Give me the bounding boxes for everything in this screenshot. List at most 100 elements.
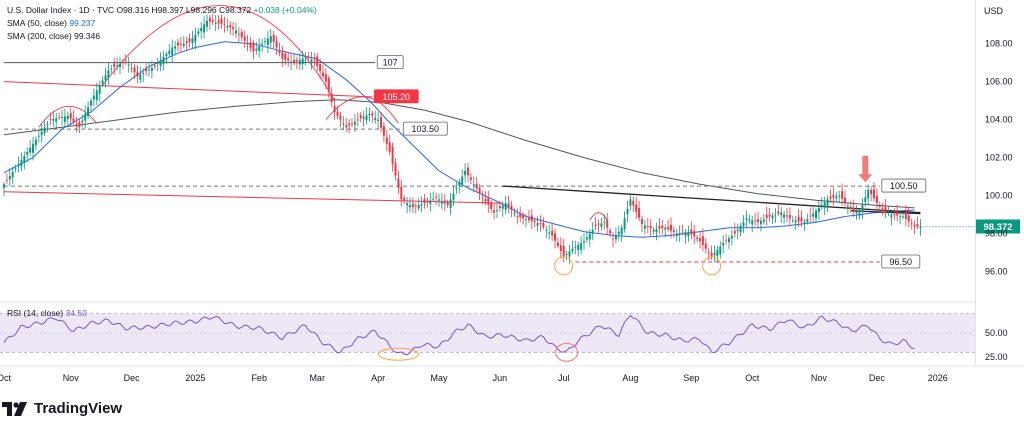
candle-body <box>61 117 63 118</box>
candle-body <box>545 229 548 231</box>
candle-body <box>11 172 14 178</box>
time-tick-label: Mar <box>309 373 325 383</box>
level-label-box <box>881 178 927 193</box>
candle-body <box>40 131 43 136</box>
candle-body <box>336 111 339 116</box>
candle-body <box>641 219 643 225</box>
candle-body <box>278 50 281 54</box>
rsi-band <box>0 313 975 353</box>
candle-body <box>472 184 475 185</box>
candle-body <box>23 155 26 164</box>
candle-body <box>217 20 220 24</box>
legend-sma50-row[interactable]: SMA (50, close) 99.237 <box>7 17 317 30</box>
level-label-box <box>376 55 404 70</box>
candle-body <box>815 210 817 219</box>
candle-body <box>893 214 896 216</box>
candle-body <box>467 167 469 176</box>
candle-body <box>852 207 855 211</box>
sma200-value: 99.346 <box>74 31 101 41</box>
legend-sma200-row[interactable]: SMA (200, close) 99.346 <box>7 30 317 43</box>
candle-body <box>907 215 910 222</box>
candle-body <box>130 68 133 70</box>
candle-body <box>113 63 116 68</box>
candle-body <box>751 220 754 225</box>
candle-body <box>165 53 168 57</box>
candle-body <box>493 210 496 213</box>
pattern-arc <box>589 212 608 221</box>
candle-body <box>855 211 858 213</box>
candle-body <box>177 42 179 46</box>
candle-body <box>333 105 336 113</box>
candle-body <box>301 58 304 65</box>
candle-body <box>809 215 812 217</box>
price-tick-label: 102.00 <box>985 153 1013 163</box>
candle-body <box>290 61 293 63</box>
candle-body <box>519 213 522 218</box>
candle-body <box>858 212 861 216</box>
currency-label[interactable]: USD <box>984 6 1004 16</box>
candle-body <box>533 220 536 223</box>
rsi-legend[interactable]: RSI (14, close) 34.50 <box>7 308 87 318</box>
candle-body <box>797 217 800 222</box>
candle-body <box>762 219 765 222</box>
candle-body <box>139 74 142 80</box>
candle-body <box>394 163 397 176</box>
candle-body <box>179 44 182 45</box>
sma200-label: SMA (200, close) <box>7 31 72 41</box>
symbol-title[interactable]: U.S. Dollar Index · 1D · TVC <box>7 5 115 15</box>
tradingview-logo[interactable]: TradingView <box>2 400 122 417</box>
candle-body <box>461 176 464 184</box>
candle-body <box>246 43 249 45</box>
candle-body <box>3 184 5 188</box>
candle-body <box>791 220 794 222</box>
candle-body <box>490 202 493 209</box>
candle-body <box>620 227 623 235</box>
candle-body <box>730 235 733 239</box>
candle-body <box>600 223 603 227</box>
candle-body <box>322 72 324 77</box>
candle-body <box>37 135 40 137</box>
price-tick-label: 106.00 <box>985 77 1013 87</box>
candle-body <box>867 189 870 199</box>
candle-body <box>478 187 481 194</box>
trendline <box>502 185 921 214</box>
candle-body <box>722 243 725 246</box>
candle-body <box>670 224 672 231</box>
candle-body <box>150 68 153 71</box>
candle-body <box>249 42 252 48</box>
time-tick-label: Aug <box>622 373 638 383</box>
candle-body <box>878 205 881 207</box>
candle-body <box>380 117 382 128</box>
candle-body <box>661 225 664 229</box>
candle-body <box>371 113 374 116</box>
candle-body <box>873 189 875 199</box>
candle-body <box>745 218 748 220</box>
candle-body <box>498 206 501 208</box>
candle-body <box>81 120 84 123</box>
time-tick-label: May <box>430 373 448 383</box>
candle-body <box>458 182 461 186</box>
candle-body <box>252 42 255 52</box>
candle-body <box>87 107 90 117</box>
time-tick-label: Jun <box>493 373 508 383</box>
candle-body <box>771 215 774 219</box>
candle-body <box>446 202 449 206</box>
candle-body <box>171 47 174 55</box>
candle-body <box>385 137 388 144</box>
candle-body <box>75 123 78 125</box>
candle-body <box>690 229 693 235</box>
candle-body <box>777 211 780 214</box>
candle-body <box>623 218 626 230</box>
candle-body <box>522 214 525 219</box>
candle-body <box>684 232 687 236</box>
candle-body <box>672 230 675 233</box>
candle-body <box>861 205 864 212</box>
rsi-line <box>3 314 915 356</box>
candle-body <box>226 26 229 28</box>
candle-body <box>629 199 632 206</box>
time-tick-label: Dec <box>869 373 886 383</box>
candle-body <box>411 203 414 207</box>
candle-body <box>768 214 771 217</box>
candle-body <box>377 119 380 121</box>
